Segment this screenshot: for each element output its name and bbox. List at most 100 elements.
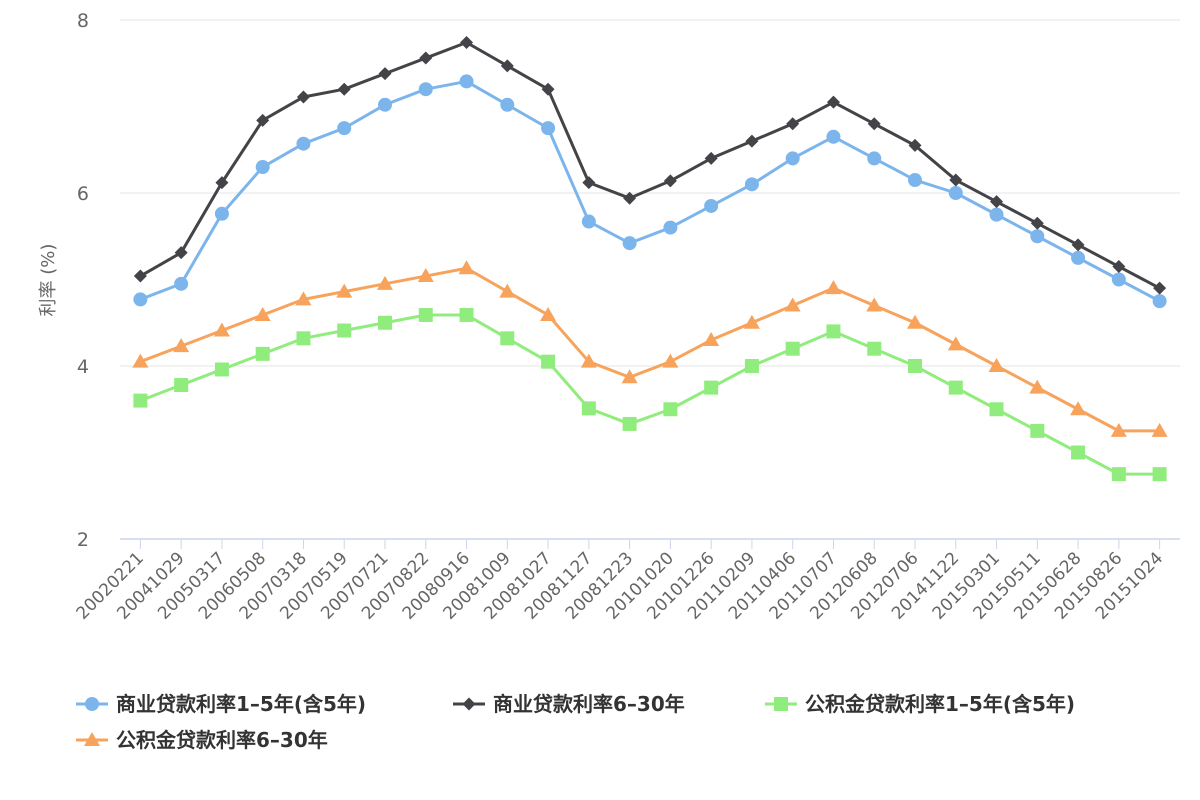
data-point (947, 336, 964, 351)
legend-item-1[interactable]: 商业贷款利率6–30年 (453, 692, 685, 716)
data-point (419, 51, 433, 65)
legend-item-3[interactable]: 公积金贷款利率6–30年 (76, 728, 328, 752)
data-point (1151, 422, 1168, 437)
legend-label: 公积金贷款利率6–30年 (116, 728, 328, 752)
data-point (581, 401, 596, 416)
data-point (866, 297, 883, 312)
data-point (948, 186, 963, 200)
data-point (459, 74, 474, 89)
data-point (337, 323, 352, 338)
data-point (541, 354, 556, 369)
data-point (1110, 422, 1127, 437)
data-point (1030, 229, 1045, 244)
legend-label: 商业贷款利率6–30年 (493, 692, 685, 716)
y-tick-label: 6 (77, 183, 89, 205)
data-point (1111, 272, 1126, 287)
data-point (867, 151, 882, 166)
triangle-marker-icon (84, 732, 100, 746)
data-point (378, 315, 392, 330)
data-point (133, 393, 148, 408)
data-point (215, 176, 229, 190)
data-point (622, 236, 637, 251)
data-point (377, 275, 393, 290)
data-point (133, 292, 148, 307)
data-point (460, 35, 474, 49)
data-point (1153, 281, 1167, 295)
data-point (744, 177, 759, 192)
data-point (948, 380, 963, 395)
data-point (580, 353, 597, 368)
data-point (704, 380, 719, 395)
data-point (541, 121, 556, 136)
data-point (213, 322, 230, 337)
series-line (139, 79, 1161, 303)
legend-item-0[interactable]: 商业贷款利率1–5年(含5年) (76, 692, 366, 716)
data-point (826, 129, 841, 144)
data-point (907, 314, 923, 329)
data-point (1071, 250, 1086, 265)
x-axis: 2002022120041029200503172006050820070318… (73, 538, 1180, 624)
data-point (908, 359, 922, 373)
data-point (744, 359, 759, 373)
series-1 (133, 35, 1167, 295)
data-point (825, 280, 842, 295)
data-point (255, 346, 270, 361)
legend: 商业贷款利率1–5年(含5年) 商业贷款利率6–30年 公积金贷款利率1–5年(含5… (76, 692, 1075, 752)
data-point (1071, 238, 1085, 252)
data-point (133, 269, 147, 283)
data-point (295, 291, 312, 306)
data-point (337, 82, 351, 96)
data-point (784, 297, 801, 312)
y-axis-ticks: 2 4 6 8 (77, 10, 89, 551)
data-point (949, 173, 963, 187)
data-point (500, 97, 515, 112)
data-point (662, 353, 679, 368)
legend-item-2[interactable]: 公积金贷款利率1–5年(含5年) (765, 692, 1075, 716)
data-point (174, 276, 189, 291)
series-0 (133, 74, 1167, 309)
data-point (1112, 260, 1126, 274)
data-point (500, 59, 514, 73)
data-point (255, 160, 270, 175)
data-point (1152, 467, 1167, 482)
data-point (378, 67, 392, 81)
data-point (745, 134, 759, 148)
data-point (743, 314, 760, 329)
data-point (1071, 445, 1086, 460)
data-point (663, 402, 678, 417)
data-point (785, 151, 800, 166)
data-point (458, 260, 475, 275)
data-point (174, 246, 188, 260)
data-point (541, 82, 555, 96)
data-point (826, 324, 841, 339)
data-point (1030, 216, 1044, 230)
data-point (500, 331, 515, 346)
data-point (296, 136, 311, 151)
data-point (296, 90, 310, 104)
data-point (867, 117, 881, 131)
data-point (867, 341, 882, 356)
data-point (337, 121, 352, 136)
data-point (214, 362, 229, 377)
data-point (1152, 294, 1167, 309)
data-point (418, 307, 433, 322)
data-point (378, 97, 392, 112)
series-line (139, 40, 1161, 290)
data-point (581, 214, 596, 229)
data-point (1030, 423, 1045, 438)
data-point (254, 306, 271, 321)
data-point (663, 220, 678, 235)
data-point (988, 358, 1005, 372)
data-point (459, 307, 474, 322)
gridlines (120, 19, 1180, 367)
data-point (417, 268, 434, 283)
data-point (663, 174, 677, 188)
data-point (336, 283, 353, 298)
data-point (1070, 401, 1087, 416)
data-point (908, 173, 922, 188)
data-point (296, 331, 311, 346)
diamond-marker-icon (462, 697, 476, 711)
data-point (173, 338, 190, 353)
square-marker-icon (774, 697, 788, 711)
data-point (785, 341, 800, 356)
